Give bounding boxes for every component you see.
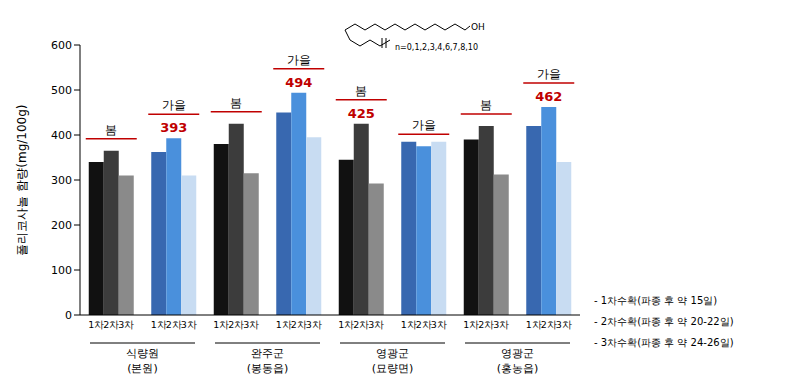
svg-text:가을: 가을 [412,118,436,132]
svg-text:3차: 3차 [243,319,259,330]
svg-text:425: 425 [348,106,375,121]
svg-text:3차: 3차 [431,319,447,330]
svg-text:2차: 2차 [353,319,369,330]
svg-text:- 2차수확(파종 후 약 20-22일): - 2차수확(파종 후 약 20-22일) [594,316,734,327]
svg-text:가을: 가을 [537,67,561,81]
svg-text:3차: 3차 [118,319,134,330]
svg-text:3차: 3차 [368,319,384,330]
svg-text:100: 100 [51,264,72,277]
svg-text:- 3차수확(파종 후 약 24-26일): - 3차수확(파종 후 약 24-26일) [594,337,734,348]
svg-text:가을: 가을 [162,98,186,112]
svg-text:0: 0 [65,309,72,322]
svg-text:1차: 1차 [463,319,479,330]
svg-text:봄: 봄 [480,98,492,112]
svg-text:2차: 2차 [103,319,119,330]
svg-text:봄: 봄 [355,84,367,98]
svg-text:1차: 1차 [213,319,229,330]
svg-text:2차: 2차 [541,319,557,330]
svg-text:- 1차수확(파종 후 약 15일): - 1차수확(파종 후 약 15일) [594,295,717,306]
svg-text:3차: 3차 [306,319,322,330]
svg-text:봄: 봄 [105,123,117,137]
svg-text:2차: 2차 [478,319,494,330]
svg-text:1차: 1차 [526,319,542,330]
svg-text:3차: 3차 [493,319,509,330]
svg-text:3차: 3차 [556,319,572,330]
svg-text:(봉동읍): (봉동읍) [247,362,289,375]
svg-text:n=0,1,2,3,4,6,7,8,10: n=0,1,2,3,4,6,7,8,10 [395,43,478,52]
svg-text:494: 494 [285,75,312,90]
svg-text:462: 462 [535,89,562,104]
svg-text:봄: 봄 [230,96,242,110]
svg-text:(묘량면): (묘량면) [372,362,414,375]
svg-text:식량원: 식량원 [126,347,159,360]
svg-text:폴리코사놀 함량(mg/100g): 폴리코사놀 함량(mg/100g) [15,104,29,255]
svg-text:1차: 1차 [276,319,292,330]
svg-text:영광군: 영광군 [501,347,534,360]
svg-text:1차: 1차 [401,319,417,330]
svg-text:(홍농읍): (홍농읍) [497,362,539,375]
svg-text:2차: 2차 [228,319,244,330]
svg-text:300: 300 [51,174,72,187]
svg-text:400: 400 [51,129,72,142]
svg-text:영광군: 영광군 [376,347,409,360]
svg-text:2차: 2차 [416,319,432,330]
svg-text:1차: 1차 [151,319,167,330]
svg-text:OH: OH [471,22,485,32]
svg-text:393: 393 [160,120,187,135]
svg-text:3차: 3차 [181,319,197,330]
svg-text:가을: 가을 [287,53,311,67]
svg-text:1차: 1차 [88,319,104,330]
svg-text:500: 500 [51,84,72,97]
svg-text:1차: 1차 [338,319,354,330]
svg-text:200: 200 [51,219,72,232]
svg-text:2차: 2차 [291,319,307,330]
svg-text:(본원): (본원) [127,362,158,375]
svg-text:2차: 2차 [166,319,182,330]
svg-text:600: 600 [51,39,72,52]
svg-text:완주군: 완주군 [251,347,284,360]
